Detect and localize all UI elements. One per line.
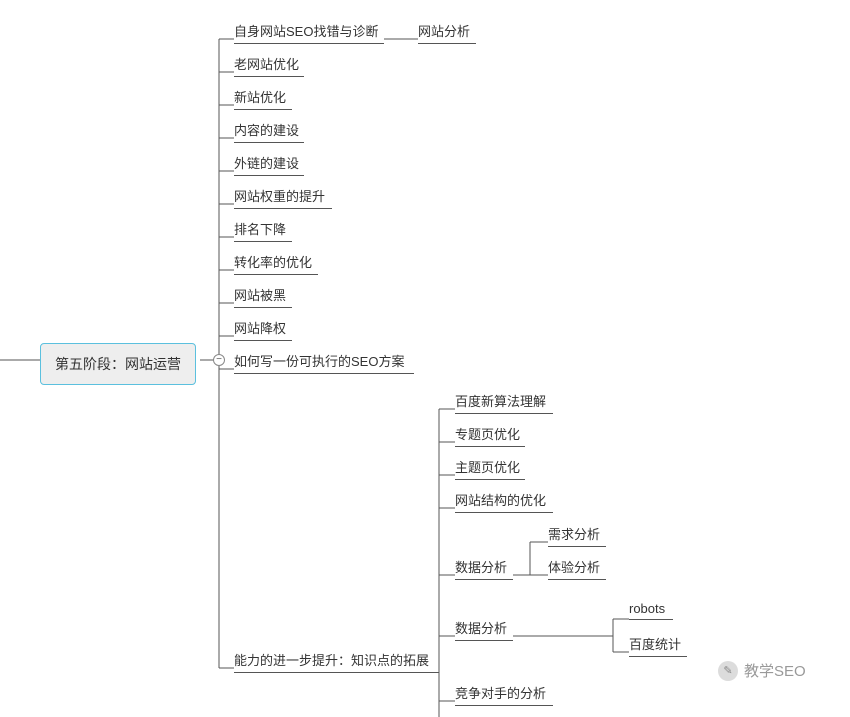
watermark-text: 教学SEO xyxy=(744,660,806,681)
l2-node-2[interactable]: 主题页优化 xyxy=(455,457,525,480)
l1-node-11[interactable]: 能力的进一步提升：知识点的拓展 xyxy=(234,650,439,673)
l1-node-2[interactable]: 新站优化 xyxy=(234,87,292,110)
wechat-icon: ✎ xyxy=(718,661,738,681)
l2-node-6[interactable]: 竞争对手的分析 xyxy=(455,683,553,706)
watermark: ✎ 教学SEO xyxy=(718,660,806,681)
l1-node-0[interactable]: 自身网站SEO找错与诊断 xyxy=(234,21,384,44)
l3a-node-0[interactable]: 需求分析 xyxy=(548,524,606,547)
l3b-node-0[interactable]: robots xyxy=(629,601,673,620)
l1-node-7[interactable]: 转化率的优化 xyxy=(234,252,318,275)
l2-node-1[interactable]: 专题页优化 xyxy=(455,424,525,447)
l1-node-1[interactable]: 老网站优化 xyxy=(234,54,304,77)
l2-node-4[interactable]: 数据分析 xyxy=(455,557,513,580)
l2-node-3[interactable]: 网站结构的优化 xyxy=(455,490,553,513)
collapse-toggle[interactable]: − xyxy=(213,354,225,366)
root-node[interactable]: 第五阶段：网站运营 xyxy=(40,343,196,385)
l1-node-9[interactable]: 网站降权 xyxy=(234,318,292,341)
l1-0-child[interactable]: 网站分析 xyxy=(418,21,476,44)
l3b-node-1[interactable]: 百度统计 xyxy=(629,634,687,657)
l1-node-6[interactable]: 排名下降 xyxy=(234,219,292,242)
l3a-node-1[interactable]: 体验分析 xyxy=(548,557,606,580)
l2-node-0[interactable]: 百度新算法理解 xyxy=(455,391,553,414)
l1-node-3[interactable]: 内容的建设 xyxy=(234,120,304,143)
l2-node-5[interactable]: 数据分析 xyxy=(455,618,513,641)
l1-node-5[interactable]: 网站权重的提升 xyxy=(234,186,332,209)
l1-node-10[interactable]: 如何写一份可执行的SEO方案 xyxy=(234,351,414,374)
l1-node-8[interactable]: 网站被黑 xyxy=(234,285,292,308)
l1-node-4[interactable]: 外链的建设 xyxy=(234,153,304,176)
